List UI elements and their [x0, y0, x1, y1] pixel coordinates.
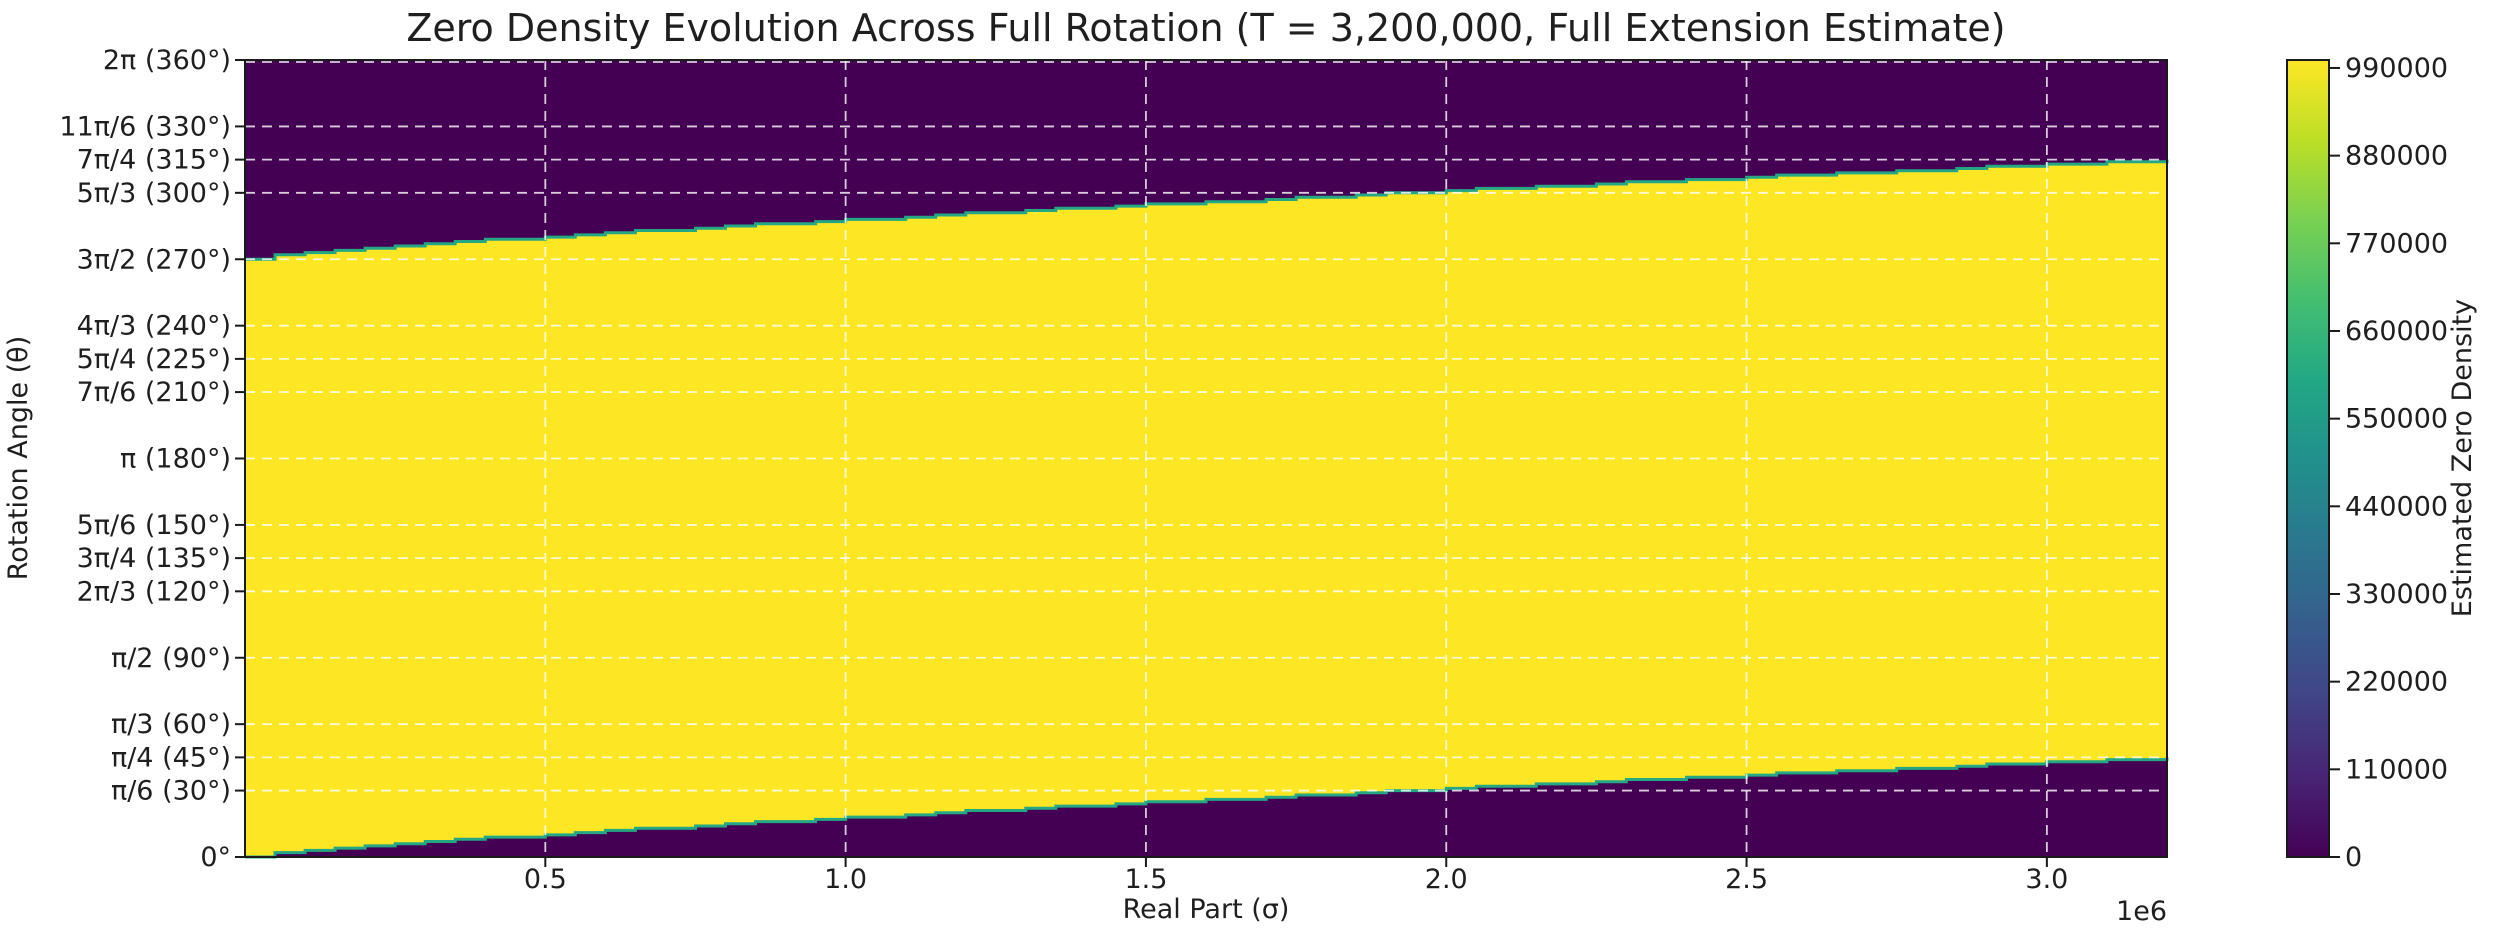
x-tick-label: 2.5 [1725, 864, 1768, 895]
x-tick-label: 2.0 [1425, 864, 1468, 895]
y-tick-label: 2π/3 (120°) [77, 576, 231, 607]
colorbar-tick-label: 660000 [2345, 316, 2448, 347]
chart-title: Zero Density Evolution Across Full Rotat… [406, 6, 2006, 50]
x-tick-label: 0.5 [524, 864, 567, 895]
y-tick-label: π (180°) [120, 444, 231, 475]
colorbar-tick-label: 220000 [2345, 667, 2448, 698]
y-tick-label: 11π/6 (330°) [59, 111, 231, 142]
x-axis-offset-label: 1e6 [2116, 896, 2167, 927]
y-tick-label: 5π/6 (150°) [77, 510, 231, 541]
y-tick-label: 7π/6 (210°) [77, 377, 231, 408]
y-tick-label: π/4 (45°) [111, 742, 231, 773]
x-axis-label: Real Part (σ) [1122, 894, 1290, 925]
colorbar-label: Estimated Zero Density [2447, 298, 2478, 618]
y-tick-label: π/3 (60°) [111, 709, 231, 740]
heat-region-low-bottom [245, 757, 2167, 857]
y-axis-label: Rotation Angle (θ) [3, 335, 34, 581]
y-tick-label: π/6 (30°) [111, 776, 231, 807]
x-tick-label: 3.0 [2025, 864, 2068, 895]
x-tick-label: 1.5 [1124, 864, 1167, 895]
y-tick-label: 5π/4 (225°) [77, 344, 231, 375]
band-edge-lower [245, 757, 2169, 859]
colorbar-border [2286, 59, 2330, 858]
colorbar-tick-label: 440000 [2345, 491, 2448, 522]
y-tick-label: 3π/4 (135°) [77, 543, 231, 574]
colorbar-gradient [2287, 60, 2329, 857]
colorbar-tick-label: 0 [2345, 842, 2362, 873]
colorbar-tick-label: 330000 [2345, 579, 2448, 610]
y-tick-label: π/2 (90°) [111, 643, 231, 674]
colorbar-tick-label: 550000 [2345, 404, 2448, 435]
y-tick-label: 2π (360°) [103, 45, 231, 76]
colorbar-tick-label: 880000 [2345, 141, 2448, 172]
y-tick-label: 7π/4 (315°) [77, 145, 231, 176]
y-tick-label: 0° [200, 842, 231, 873]
y-tick-label: 4π/3 (240°) [77, 311, 231, 342]
colorbar-tick-label: 110000 [2345, 754, 2448, 785]
colorbar-tick-label: 990000 [2345, 53, 2448, 84]
y-tick-label: 5π/3 (300°) [77, 178, 231, 209]
colorbar-tick-label: 770000 [2345, 228, 2448, 259]
x-tick-label: 1.0 [824, 864, 867, 895]
y-tick-label: 3π/2 (270°) [77, 244, 231, 275]
